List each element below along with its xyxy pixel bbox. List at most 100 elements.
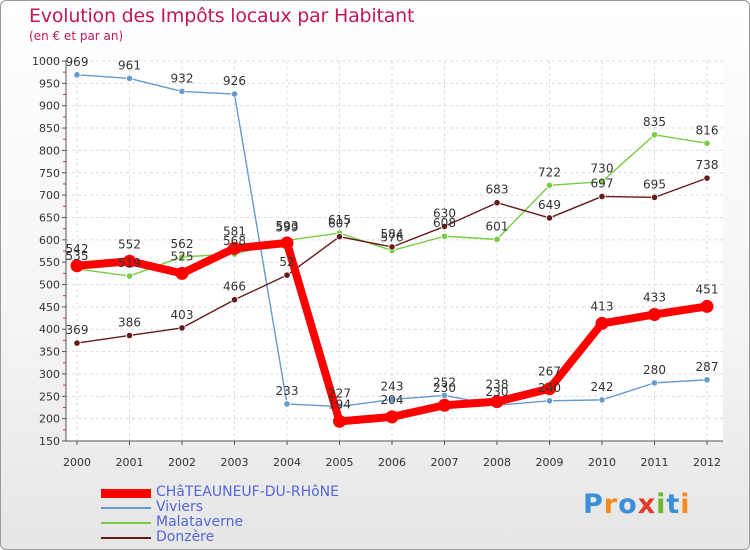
- logo-letter: x: [637, 489, 657, 520]
- series-point: [178, 324, 186, 332]
- data-label: 525: [171, 249, 194, 263]
- series-point: [438, 398, 451, 412]
- series-point: [125, 74, 134, 83]
- axis-layer: 150 200 250 300 350 400 450 500 550 600 650 700 750 8…: [32, 55, 723, 469]
- data-label: 568: [223, 234, 246, 248]
- series-point: [650, 379, 659, 387]
- data-label: 738: [696, 158, 719, 172]
- series-point: [598, 396, 606, 404]
- y-tick-label: 850: [39, 122, 60, 135]
- series-point: [650, 131, 659, 139]
- series-point: [703, 376, 711, 384]
- y-tick-label: 450: [39, 301, 60, 314]
- data-label: 542: [66, 242, 89, 256]
- x-tick-label: 2011: [641, 456, 669, 469]
- y-tick-label: 650: [39, 211, 60, 224]
- data-label: 204: [381, 393, 404, 407]
- data-label: 552: [118, 237, 141, 251]
- data-label: 601: [486, 219, 509, 233]
- data-label: 466: [223, 280, 246, 294]
- series-point: [333, 414, 346, 428]
- legend-label: Donzère: [156, 529, 215, 545]
- data-label: 697: [591, 176, 614, 190]
- y-tick-label: 750: [39, 167, 60, 180]
- data-label: 230: [433, 381, 456, 395]
- series-point: [595, 316, 609, 330]
- data-label: 926: [223, 74, 246, 88]
- logo-letter: t: [666, 489, 681, 520]
- data-label: 451: [696, 282, 719, 296]
- series-point: [388, 243, 396, 251]
- data-label: 730: [591, 162, 614, 176]
- series-point: [650, 193, 659, 201]
- series-point: [388, 395, 396, 404]
- series-point: [335, 233, 344, 241]
- legend-label: Viviers: [156, 499, 203, 515]
- data-label: 615: [328, 213, 351, 227]
- y-tick-label: 700: [39, 189, 60, 202]
- x-tick-label: 2004: [273, 456, 301, 469]
- logo-letter: i: [680, 489, 691, 520]
- logo-letter: o: [618, 489, 638, 520]
- data-label: 932: [171, 71, 194, 85]
- x-tick-label: 2005: [326, 456, 354, 469]
- series-point: [280, 236, 294, 250]
- x-tick-label: 2002: [168, 456, 196, 469]
- data-label: 562: [171, 237, 194, 251]
- logo-letter: P: [583, 489, 604, 520]
- series-point: [283, 400, 291, 408]
- legend-label: CHâTEAUNEUF-DU-RHôNE: [156, 484, 339, 500]
- data-label: 240: [538, 381, 561, 395]
- series-point: [440, 222, 449, 231]
- series-point: [228, 241, 241, 255]
- chart-subtitle: (en € et par an): [29, 29, 124, 43]
- series-point: [385, 410, 399, 424]
- data-label: 816: [696, 123, 719, 137]
- data-label: 608: [433, 216, 456, 230]
- data-label: 683: [486, 183, 509, 197]
- data-label: 413: [591, 299, 614, 313]
- series-point: [490, 395, 504, 409]
- proxiti-logo: Proxiti: [583, 489, 691, 520]
- data-label: 535: [66, 249, 89, 263]
- data-label: 233: [276, 384, 299, 398]
- y-tick-label: 400: [39, 323, 60, 336]
- x-tick-label: 2009: [536, 456, 564, 469]
- series-point: [70, 259, 84, 273]
- data-label: 695: [643, 177, 666, 191]
- data-label: 369: [66, 323, 89, 337]
- series-point: [598, 192, 606, 201]
- logo-letter: i: [656, 489, 667, 520]
- x-tick-label: 2012: [693, 456, 721, 469]
- x-tick-label: 2001: [116, 456, 144, 469]
- series-point: [73, 339, 81, 347]
- data-label: 238: [486, 378, 509, 392]
- y-tick-label: 1000: [32, 55, 60, 68]
- legend-swatch: [101, 537, 151, 539]
- series-point: [175, 266, 189, 280]
- legend-swatch: [101, 489, 151, 498]
- series-point: [283, 271, 291, 279]
- data-label: 584: [381, 227, 404, 241]
- x-tick-label: 2010: [588, 456, 616, 469]
- series-point: [703, 139, 711, 147]
- series-point: [545, 214, 554, 222]
- series-point: [598, 178, 606, 186]
- y-tick-label: 150: [39, 435, 60, 448]
- data-label: 576: [381, 231, 404, 245]
- y-tick-label: 900: [39, 100, 60, 113]
- series-point: [230, 296, 239, 304]
- legend-label: Malataverne: [156, 514, 244, 530]
- data-label: 722: [538, 165, 561, 179]
- x-tick-label: 2000: [63, 456, 91, 469]
- data-label: 267: [538, 365, 561, 379]
- data-label: 287: [696, 360, 719, 374]
- series-point: [178, 253, 186, 261]
- y-tick-label: 200: [39, 413, 60, 426]
- data-label: 386: [118, 315, 141, 329]
- legend-swatch: [101, 522, 151, 524]
- series-point: [545, 181, 554, 189]
- y-tick-label: 800: [39, 144, 60, 157]
- y-tick-label: 950: [39, 77, 60, 90]
